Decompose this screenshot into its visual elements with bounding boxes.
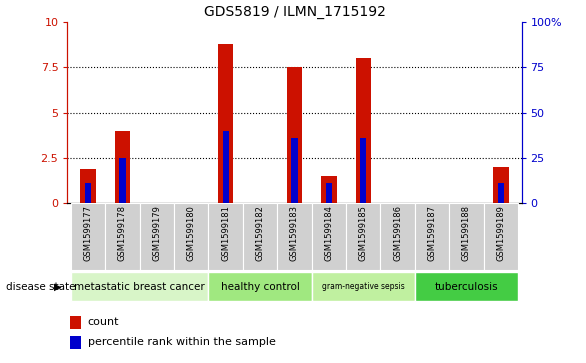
Text: GSM1599179: GSM1599179 xyxy=(152,205,161,261)
Bar xyxy=(209,203,243,270)
Bar xyxy=(312,203,346,270)
Text: GSM1599187: GSM1599187 xyxy=(428,205,437,261)
Bar xyxy=(223,131,229,203)
Text: GSM1599177: GSM1599177 xyxy=(84,205,93,261)
Bar xyxy=(380,203,415,270)
Bar xyxy=(120,158,125,203)
Bar xyxy=(346,203,380,270)
Text: GSM1599178: GSM1599178 xyxy=(118,205,127,261)
Bar xyxy=(291,138,298,203)
Bar xyxy=(449,203,483,270)
Bar xyxy=(326,183,332,203)
Bar xyxy=(277,203,312,270)
Text: GSM1599180: GSM1599180 xyxy=(187,205,196,261)
Text: GSM1599181: GSM1599181 xyxy=(221,205,230,261)
Text: tuberculosis: tuberculosis xyxy=(435,282,498,292)
Bar xyxy=(85,183,91,203)
Bar xyxy=(356,58,371,203)
Text: GSM1599189: GSM1599189 xyxy=(496,205,505,261)
Bar xyxy=(498,183,504,203)
Text: GSM1599188: GSM1599188 xyxy=(462,205,471,261)
Bar xyxy=(243,203,277,270)
Bar xyxy=(71,272,209,301)
Bar xyxy=(71,203,105,270)
Text: GSM1599184: GSM1599184 xyxy=(325,205,333,261)
Text: percentile rank within the sample: percentile rank within the sample xyxy=(88,337,275,347)
Bar xyxy=(360,138,366,203)
Bar xyxy=(70,315,81,329)
Bar xyxy=(139,203,174,270)
Bar xyxy=(483,203,518,270)
Text: count: count xyxy=(88,317,120,327)
Bar xyxy=(415,272,518,301)
Bar xyxy=(115,131,130,203)
Text: disease state: disease state xyxy=(6,282,76,292)
Text: ▶: ▶ xyxy=(54,282,62,292)
Text: GSM1599182: GSM1599182 xyxy=(255,205,264,261)
Bar xyxy=(70,336,81,348)
Bar xyxy=(218,44,233,203)
Bar xyxy=(493,167,509,203)
Text: GSM1599186: GSM1599186 xyxy=(393,205,402,261)
Bar xyxy=(321,176,336,203)
Bar xyxy=(105,203,139,270)
Bar xyxy=(415,203,449,270)
Bar xyxy=(80,169,96,203)
Bar xyxy=(287,67,302,203)
Title: GDS5819 / ILMN_1715192: GDS5819 / ILMN_1715192 xyxy=(203,5,386,19)
Text: healthy control: healthy control xyxy=(220,282,299,292)
Bar xyxy=(312,272,415,301)
Text: GSM1599183: GSM1599183 xyxy=(290,205,299,261)
Text: metastatic breast cancer: metastatic breast cancer xyxy=(74,282,205,292)
Text: GSM1599185: GSM1599185 xyxy=(359,205,368,261)
Bar xyxy=(209,272,312,301)
Text: gram-negative sepsis: gram-negative sepsis xyxy=(322,282,405,291)
Bar xyxy=(174,203,209,270)
